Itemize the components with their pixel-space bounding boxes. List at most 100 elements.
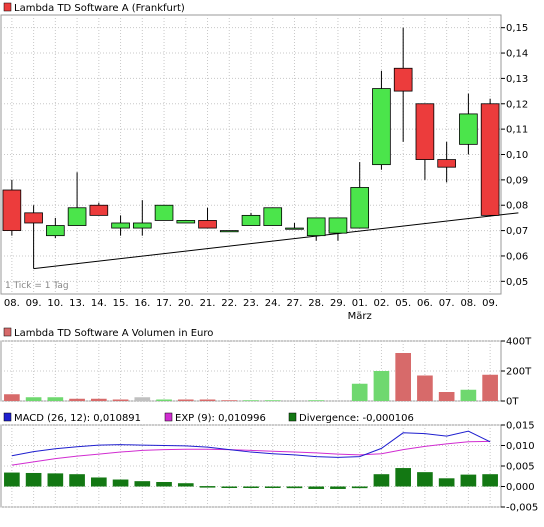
divergence-bar: [112, 479, 129, 487]
candle-body: [480, 103, 500, 216]
divergence-bar: [264, 486, 281, 488]
divergence-bar: [47, 473, 64, 487]
divergence-legend-swatch: [288, 412, 297, 422]
volume-legend-swatch: [3, 327, 12, 337]
volume-y-tick-label: 200T: [506, 367, 532, 378]
tick-note: 1 Tick = 1 Tag: [5, 281, 69, 291]
price-y-tick-label: 0,14: [506, 49, 528, 60]
candle-body: [154, 204, 174, 221]
volume-bar: [177, 399, 194, 401]
price-y-tick-label: 0,09: [506, 175, 528, 186]
volume-bar: [69, 398, 85, 401]
divergence-bar: [351, 486, 368, 489]
price-x-tick-label: 29.: [330, 298, 346, 309]
volume-bar: [460, 389, 477, 401]
volume-legend-label: Lambda TD Software A Volumen in Euro: [14, 328, 213, 339]
candle-body: [393, 67, 413, 92]
candle-body: [437, 159, 456, 168]
candle-body: [350, 187, 370, 229]
exp-line: [11, 440, 491, 466]
candle-body: [219, 230, 239, 233]
macd-line: [11, 430, 491, 458]
price-x-month-label: März: [348, 311, 372, 322]
price-x-tick-label: 14.: [91, 298, 107, 309]
price-y-axis: 0,15 0,14 0,13 0,12 0,11 0,10 0,09 0,08 0,07 0,06…: [501, 23, 528, 288]
price-candles: [2, 27, 500, 269]
price-legend-label: Lambda TD Software A (Frankfurt): [14, 3, 185, 14]
volume-bar: [373, 371, 390, 401]
divergence-legend-label: Divergence: -0,000106: [299, 413, 414, 424]
divergence-bar: [4, 472, 20, 487]
price-y-tick-label: 0,12: [506, 99, 528, 110]
price-x-tick-label: 01.: [352, 298, 368, 309]
candle-body: [198, 220, 217, 229]
price-x-tick-label: 16.: [134, 298, 150, 309]
price-x-tick-label: 08.: [460, 298, 476, 309]
macd-y-tick-label: 0,005: [506, 462, 535, 473]
divergence-bar: [286, 486, 303, 489]
divergence-bar: [308, 486, 325, 489]
exp-legend-label: EXP (9): 0,010996: [175, 413, 266, 424]
volume-bar: [482, 374, 498, 401]
macd-y-axis: 0,015 0,010 0,005 0,000 -0,005: [501, 421, 538, 514]
macd-y-tick-label: 0,010: [506, 441, 535, 452]
price-x-tick-label: 07.: [439, 298, 455, 309]
macd-legend-swatch: [3, 412, 12, 422]
volume-bar: [221, 400, 238, 401]
price-legend-swatch: [3, 2, 12, 12]
volume-y-tick-label: 400T: [506, 337, 532, 348]
divergence-bar: [417, 472, 433, 487]
macd-legend: MACD (26, 12): 0,010891 EXP (9): 0,01099…: [3, 412, 414, 424]
divergence-bar: [156, 481, 172, 487]
price-x-tick-label: 10.: [47, 298, 63, 309]
volume-bars: [4, 353, 498, 401]
divergence-bar: [482, 474, 498, 487]
price-y-tick-label: 0,06: [506, 251, 528, 262]
price-x-tick-label: 08.: [4, 298, 20, 309]
price-x-tick-label: 17.: [156, 298, 172, 309]
volume-bar: [4, 394, 20, 401]
divergence-bar: [243, 486, 259, 488]
volume-bar: [199, 399, 216, 401]
volume-bar: [438, 392, 455, 401]
price-y-tick-label: 0,05: [506, 277, 528, 288]
macd-y-tick-label: -0,005: [506, 503, 538, 514]
volume-y-tick-label: 0T: [506, 397, 519, 408]
divergence-bar: [177, 483, 194, 487]
price-x-tick-label: 21.: [200, 298, 216, 309]
divergence-bar: [460, 474, 477, 487]
price-trendline-layer: [33, 212, 519, 270]
price-y-tick-label: 0,11: [506, 125, 528, 136]
price-y-tick-label: 0,10: [506, 150, 528, 161]
price-grid: [1, 15, 501, 294]
volume-bar: [308, 400, 325, 401]
volume-bar: [243, 400, 259, 401]
macd-y-tick-label: 0,000: [506, 482, 535, 493]
price-x-axis: 08. 09. 10. 13. 14. 15. 16. 17. 20. 21. 22. 23. 24. 2…: [4, 298, 498, 322]
candle-body: [176, 220, 196, 224]
candle-body: [459, 113, 478, 145]
divergence-bar: [134, 481, 151, 487]
divergence-bar: [91, 477, 107, 487]
macd-lines: [11, 430, 491, 466]
divergence-bar: [221, 486, 238, 488]
divergence-bar: [25, 472, 42, 487]
volume-bar: [264, 400, 281, 401]
macd-legend-label: MACD (26, 12): 0,010891: [14, 413, 141, 424]
volume-bar: [395, 353, 411, 401]
candle-body: [241, 214, 261, 226]
divergence-bar: [438, 478, 455, 487]
price-x-tick-label: 06.: [417, 298, 433, 309]
candle-body: [132, 222, 152, 229]
price-x-tick-label: 02.: [373, 298, 389, 309]
volume-bar: [25, 397, 42, 401]
price-x-tick-label: 09.: [26, 298, 42, 309]
volume-bar: [47, 397, 64, 401]
macd-y-tick-label: 0,015: [506, 421, 535, 432]
candle-body: [306, 217, 326, 237]
divergence-bar: [395, 468, 411, 487]
exp-legend-swatch: [164, 412, 173, 422]
divergence-bars: [4, 468, 498, 489]
